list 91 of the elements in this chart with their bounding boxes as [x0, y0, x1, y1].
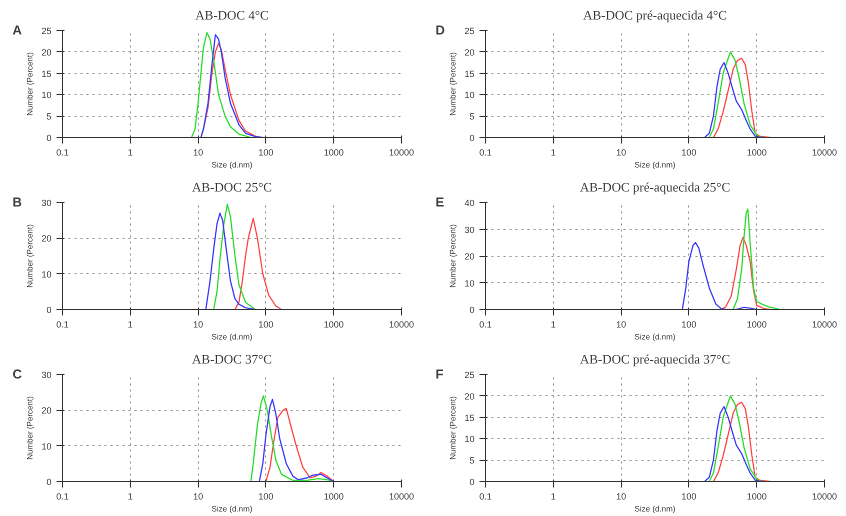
- x-tick-label: 1000: [324, 492, 344, 502]
- y-tick-label: 20: [41, 47, 52, 58]
- y-tick-label: 10: [41, 441, 52, 452]
- y-tick-label: 20: [464, 391, 475, 402]
- y-axis-title: Number (Percent): [25, 224, 34, 288]
- text: D: [436, 22, 445, 38]
- y-tick-label: 5: [469, 112, 475, 122]
- x-tick-label: 1: [128, 148, 133, 158]
- y-axis-title: Number (Percent): [448, 52, 458, 116]
- x-tick-label: 100: [258, 492, 274, 502]
- x-tick-label: 1: [550, 320, 556, 330]
- y-tick-label: 25: [464, 370, 475, 380]
- y-tick-label: 0: [469, 133, 475, 143]
- x-tick-label: 1000: [324, 148, 344, 158]
- y-axis-title: Number (Percent): [448, 396, 458, 460]
- x-tick-label: 1: [550, 148, 556, 158]
- x-tick-label: 10: [193, 148, 204, 158]
- y-tick-label: 40: [464, 198, 475, 208]
- x-axis-title: Size (d.nm): [634, 504, 676, 514]
- x-tick-label: 10: [193, 320, 204, 330]
- x-tick-label: 0.1: [479, 492, 492, 502]
- x-tick-label: 0.1: [56, 148, 69, 158]
- text: E: [436, 194, 444, 210]
- x-tick-label: 1000: [746, 492, 767, 502]
- chart-title: AB-DOC 37°C: [192, 352, 272, 366]
- x-tick-label: 0.1: [56, 320, 69, 330]
- x-axis-title: Size (d.nm): [212, 504, 253, 514]
- x-tick-label: 1000: [324, 320, 344, 330]
- x-axis-title: Size (d.nm): [212, 332, 253, 342]
- y-tick-label: 10: [464, 278, 475, 288]
- y-axis-title: Number (Percent): [25, 396, 34, 460]
- y-axis-title: Number (Percent): [448, 224, 458, 288]
- y-tick-label: 15: [464, 412, 475, 423]
- x-tick-label: 0.1: [479, 148, 492, 158]
- x-tick-label: 0.1: [56, 492, 69, 502]
- y-tick-label: 5: [46, 112, 52, 122]
- y-tick-label: 5: [469, 456, 475, 466]
- y-tick-label: 20: [41, 406, 52, 416]
- y-tick-label: 30: [41, 198, 52, 208]
- x-tick-label: 100: [681, 492, 696, 502]
- y-tick-label: 25: [464, 26, 475, 36]
- y-tick-label: 0: [46, 133, 52, 143]
- x-tick-label: 10: [616, 492, 626, 502]
- y-tick-label: 30: [41, 370, 52, 380]
- chart-title: AB-DOC 4°C: [195, 8, 269, 22]
- y-tick-label: 0: [469, 477, 475, 487]
- x-axis-title: Size (d.nm): [634, 160, 676, 170]
- x-tick-label: 1: [128, 492, 133, 502]
- y-tick-label: 10: [41, 90, 52, 100]
- chart-title: AB-DOC 25°C: [192, 180, 272, 194]
- x-tick-label: 10: [193, 492, 204, 502]
- y-tick-label: 30: [464, 224, 475, 235]
- x-tick-label: 1: [550, 492, 556, 502]
- x-tick-label: 10000: [388, 320, 414, 330]
- x-tick-label: 100: [258, 148, 274, 158]
- text: C: [12, 366, 22, 382]
- x-axis-title: Size (d.nm): [212, 160, 253, 170]
- x-tick-label: 100: [681, 148, 696, 158]
- x-axis-title: Size (d.nm): [634, 332, 676, 342]
- x-tick-label: 1000: [746, 320, 767, 330]
- y-tick-label: 15: [464, 68, 475, 79]
- y-tick-label: 10: [464, 90, 475, 100]
- text: A: [12, 22, 22, 38]
- x-tick-label: 1000: [746, 148, 767, 158]
- x-tick-label: 10000: [812, 320, 838, 330]
- x-tick-label: 1: [128, 320, 133, 330]
- x-tick-label: 100: [258, 320, 274, 330]
- y-tick-label: 0: [46, 305, 52, 315]
- y-tick-label: 20: [41, 234, 52, 244]
- chart-title: AB-DOC pré-aquecida 25°C: [580, 180, 730, 194]
- text: F: [436, 366, 444, 382]
- chart-title: AB-DOC pré-aquecida 4°C: [583, 8, 727, 22]
- x-tick-label: 10000: [812, 148, 838, 158]
- x-tick-label: 10: [616, 148, 626, 158]
- y-tick-label: 0: [469, 305, 475, 315]
- y-tick-label: 15: [41, 68, 52, 79]
- x-tick-label: 10000: [388, 492, 414, 502]
- x-tick-label: 100: [681, 320, 696, 330]
- y-tick-label: 25: [41, 26, 52, 36]
- x-tick-label: 10000: [388, 148, 414, 158]
- text: B: [12, 194, 22, 210]
- y-tick-label: 20: [464, 252, 475, 262]
- y-tick-label: 10: [41, 269, 52, 280]
- x-tick-label: 10: [616, 320, 626, 330]
- x-tick-label: 10000: [812, 492, 838, 502]
- y-tick-label: 10: [464, 434, 475, 444]
- y-tick-label: 20: [464, 47, 475, 58]
- x-tick-label: 0.1: [479, 320, 492, 330]
- y-axis-title: Number (Percent): [25, 52, 34, 116]
- chart-title: AB-DOC pré-aquecida 37°C: [580, 352, 730, 366]
- y-tick-label: 0: [46, 477, 52, 487]
